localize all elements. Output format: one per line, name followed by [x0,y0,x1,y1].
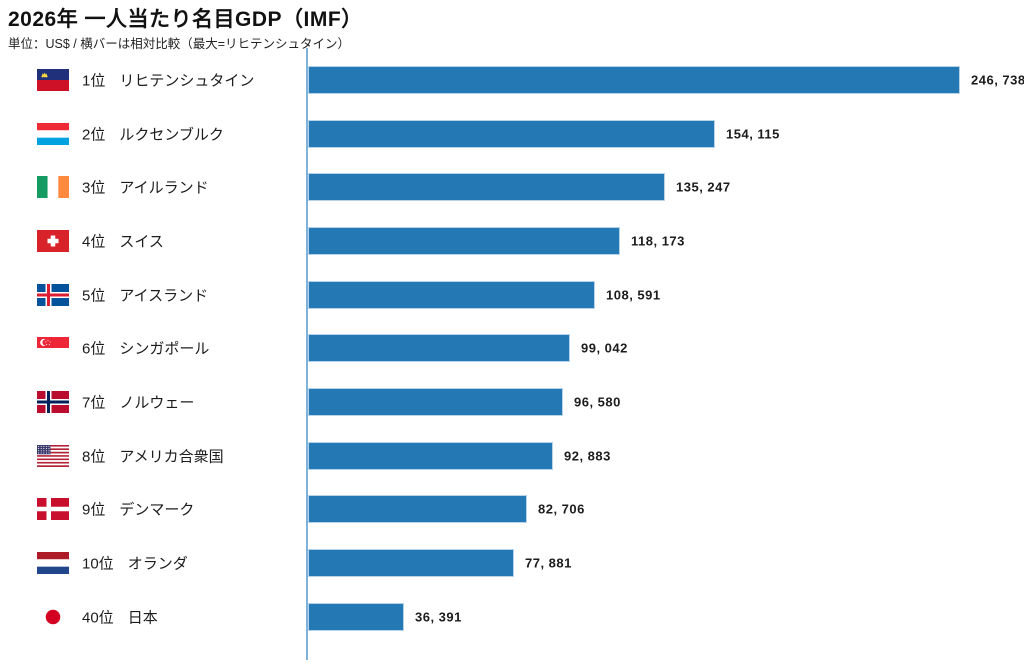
gdp-bar [308,65,960,94]
rank-label: 1位 [82,72,106,90]
gdp-bar [308,119,715,148]
gdp-bar [308,602,404,631]
rank-country-label: 10位 オランダ [82,553,188,574]
rank-country-label: 40位 日本 [82,606,158,627]
gdp-bar [308,173,665,202]
gdp-value-label: 36, 391 [415,609,462,625]
flag-switzerland-icon [37,229,69,252]
flag-japan-icon [37,605,69,628]
bar-rows: 1位 リヒテンシュタイン 246, 738 2位 ルクセンブルク 154, 115 3位 アイ… [0,53,1024,644]
gdp-bar [308,495,527,524]
gdp-value-label: 108, 591 [606,287,661,303]
country-name-label: アイルランド [119,179,209,197]
rank-country-label: 2位 ルクセンブルク [82,123,224,144]
flag-denmark-icon [37,498,69,521]
rank-country-label: 1位 リヒテンシュタイン [82,69,254,90]
gdp-value-label: 246, 738 [971,72,1024,88]
gdp-value-label: 99, 042 [581,340,628,356]
gdp-value-label: 154, 115 [726,126,780,142]
flag-iceland-icon [37,283,69,306]
country-row: 7位 ノルウェー 96, 580 [0,375,1024,429]
gdp-bar [308,280,595,309]
country-row: 40位 日本 36, 391 [0,590,1024,644]
flag-united-states-icon [37,444,69,467]
country-name-label: アイスランド [119,287,209,305]
rank-country-label: 5位 アイスランド [82,284,208,305]
flag-ireland-icon [37,176,69,199]
country-name-label: オランダ [127,555,188,573]
rank-label: 8位 [82,448,106,466]
country-row: 9位 デンマーク 82, 706 [0,483,1024,537]
flag-luxembourg-icon [37,122,69,145]
country-row: 5位 アイスランド 108, 591 [0,268,1024,322]
country-name-label: シンガポール [119,340,210,358]
rank-label: 40位 [82,609,114,627]
rank-label: 10位 [82,555,114,573]
country-row: 3位 アイルランド 135, 247 [0,160,1024,214]
gdp-bar [308,226,620,255]
country-name-label: 日本 [127,609,158,627]
country-name-label: ルクセンブルク [119,126,224,144]
country-name-label: ノルウェー [119,394,195,412]
gdp-value-label: 77, 881 [525,555,572,571]
rank-country-label: 3位 アイルランド [82,177,209,198]
country-row: 6位 シンガポール 99, 042 [0,321,1024,375]
gdp-value-label: 92, 883 [564,448,611,464]
country-name-label: スイス [119,233,164,251]
rank-country-label: 8位 アメリカ合衆国 [82,445,224,466]
gdp-value-label: 82, 706 [538,501,585,517]
rank-label: 6位 [82,340,106,358]
gdp-bar [308,441,553,470]
rank-label: 4位 [82,233,106,251]
country-row: 1位 リヒテンシュタイン 246, 738 [0,53,1024,107]
flag-liechtenstein-icon [37,68,69,91]
country-row: 4位 スイス 118, 173 [0,214,1024,268]
baseline-axis [306,48,308,660]
rank-country-label: 9位 デンマーク [82,499,194,520]
country-row: 8位 アメリカ合衆国 92, 883 [0,429,1024,483]
flag-norway-icon [37,390,69,413]
gdp-bar [308,549,514,578]
rank-country-label: 4位 スイス [82,230,164,251]
flag-netherlands-icon [37,552,69,575]
chart-title: 2026年 一人当たり名目GDP（IMF） [8,8,363,31]
country-row: 2位 ルクセンブルク 154, 115 [0,107,1024,161]
gdp-bar [308,334,570,363]
gdp-value-label: 135, 247 [676,179,731,195]
chart-subtitle: 単位：US$ / 横バーは相対比較（最大=リヒテンシュタイン） [8,37,351,51]
rank-label: 5位 [82,287,106,305]
gdp-bar [308,387,563,416]
flag-singapore-icon [37,337,69,360]
rank-country-label: 7位 ノルウェー [82,391,194,412]
country-name-label: デンマーク [119,501,195,519]
rank-country-label: 6位 シンガポール [82,338,209,359]
country-row: 10位 オランダ 77, 881 [0,536,1024,590]
gdp-value-label: 96, 580 [574,394,621,410]
rank-label: 7位 [82,394,106,412]
gdp-value-label: 118, 173 [631,233,685,249]
rank-label: 3位 [82,179,106,197]
country-name-label: アメリカ合衆国 [119,448,224,466]
rank-label: 9位 [82,501,106,519]
rank-label: 2位 [82,126,106,144]
country-name-label: リヒテンシュタイン [119,72,255,90]
